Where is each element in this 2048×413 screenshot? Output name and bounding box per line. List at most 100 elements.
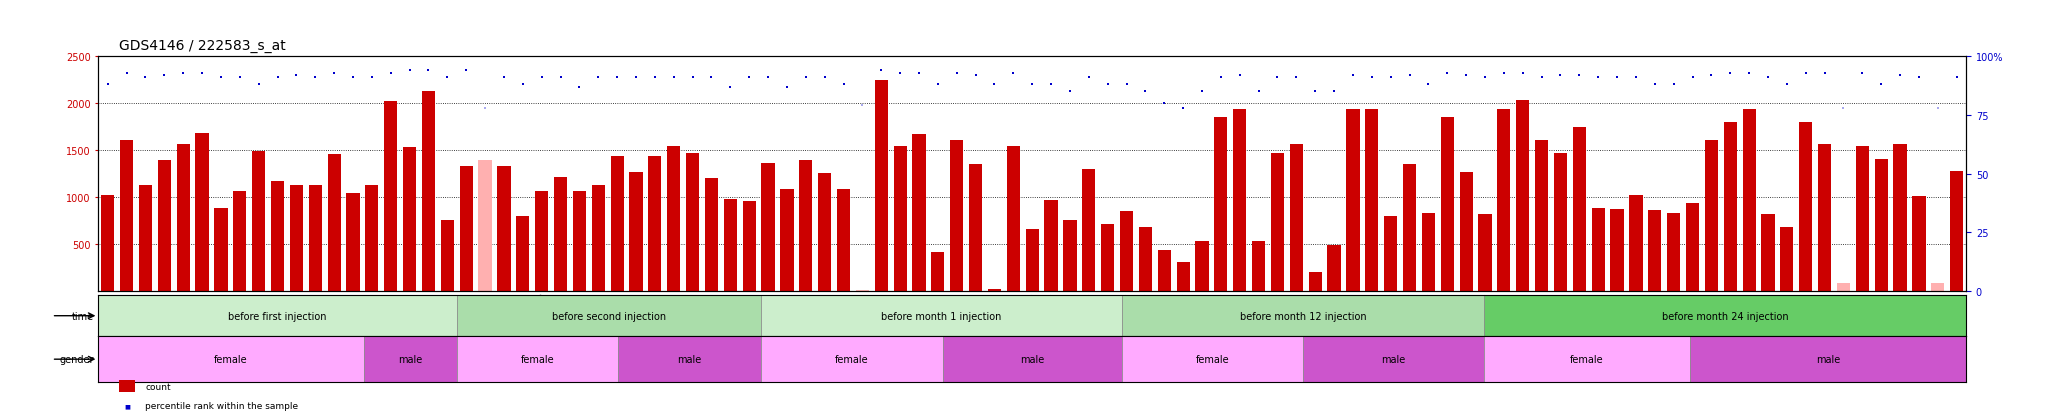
Bar	[457, 337, 618, 382]
Bar	[1485, 295, 1966, 337]
Bar	[1214, 118, 1227, 291]
Bar	[1630, 196, 1642, 291]
Bar	[1610, 210, 1624, 291]
Bar	[1704, 140, 1718, 291]
Bar	[270, 182, 285, 291]
Bar	[1686, 203, 1700, 291]
Bar	[1440, 118, 1454, 291]
Bar	[1874, 160, 1888, 291]
Text: gender: gender	[59, 354, 94, 364]
Bar	[346, 194, 360, 291]
Bar	[535, 192, 549, 291]
Bar	[1837, 284, 1849, 291]
Bar	[1384, 216, 1397, 291]
Bar	[440, 221, 455, 291]
Bar	[969, 165, 983, 291]
Bar	[158, 161, 170, 291]
Bar	[498, 166, 510, 291]
Bar	[365, 337, 457, 382]
Bar	[516, 216, 528, 291]
Bar	[799, 161, 813, 291]
Bar	[913, 135, 926, 291]
Bar	[1157, 250, 1171, 291]
Text: time: time	[72, 311, 94, 321]
Bar	[403, 148, 416, 291]
Bar	[1139, 228, 1151, 291]
Text: before month 24 injection: before month 24 injection	[1661, 311, 1788, 321]
Bar	[98, 295, 457, 337]
Text: male: male	[678, 354, 702, 364]
Bar	[762, 164, 774, 291]
Bar	[1761, 214, 1774, 291]
Bar	[723, 199, 737, 291]
Bar	[1421, 214, 1436, 291]
Bar	[252, 152, 266, 291]
Bar	[195, 134, 209, 291]
Bar	[592, 185, 604, 291]
Text: female: female	[836, 354, 868, 364]
Bar	[1008, 147, 1020, 291]
Text: ■: ■	[125, 404, 129, 408]
Bar	[176, 145, 190, 291]
Bar	[1044, 200, 1057, 291]
Bar	[1690, 337, 1966, 382]
Text: male: male	[397, 354, 422, 364]
Text: male: male	[1817, 354, 1839, 364]
Bar	[817, 173, 831, 291]
Bar	[1366, 109, 1378, 291]
Bar	[1346, 109, 1360, 291]
Bar	[1497, 109, 1511, 291]
Bar	[942, 337, 1122, 382]
Bar	[1516, 101, 1530, 291]
Bar	[291, 185, 303, 291]
Bar	[649, 156, 662, 291]
Bar	[1120, 211, 1133, 291]
Bar	[1272, 154, 1284, 291]
Bar	[893, 147, 907, 291]
Bar	[1724, 123, 1737, 291]
Bar	[610, 156, 625, 291]
Text: percentile rank within the sample: percentile rank within the sample	[145, 401, 299, 411]
Bar	[309, 185, 322, 291]
Bar	[98, 337, 365, 382]
Bar	[874, 81, 889, 291]
Bar	[1026, 229, 1038, 291]
Text: female: female	[215, 354, 248, 364]
Bar	[1913, 197, 1925, 291]
Text: female: female	[1196, 354, 1229, 364]
Text: female: female	[1571, 354, 1604, 364]
Bar	[1931, 284, 1944, 291]
Bar	[328, 154, 340, 291]
Bar	[385, 102, 397, 291]
Bar	[139, 185, 152, 291]
Bar	[1196, 242, 1208, 291]
Bar	[553, 178, 567, 291]
Bar	[762, 295, 1122, 337]
Bar	[629, 172, 643, 291]
Bar	[618, 337, 762, 382]
Bar	[686, 154, 698, 291]
Bar	[1122, 337, 1303, 382]
Text: before month 12 injection: before month 12 injection	[1239, 311, 1366, 321]
Bar	[1573, 127, 1585, 291]
Text: before first injection: before first injection	[229, 311, 328, 321]
Bar	[743, 201, 756, 291]
Bar	[1591, 209, 1606, 291]
Text: before month 1 injection: before month 1 injection	[881, 311, 1001, 321]
Bar	[1950, 171, 1964, 291]
Bar	[1176, 262, 1190, 291]
Bar	[780, 190, 793, 291]
Bar	[1743, 109, 1755, 291]
Bar	[1649, 211, 1661, 291]
Text: female: female	[520, 354, 555, 364]
Bar	[121, 140, 133, 291]
Bar	[705, 179, 719, 291]
Bar	[762, 337, 942, 382]
Bar	[1460, 172, 1473, 291]
Bar	[422, 92, 434, 291]
Bar	[365, 185, 379, 291]
Bar	[838, 190, 850, 291]
Bar	[932, 253, 944, 291]
Bar	[1485, 337, 1690, 382]
Bar	[987, 289, 1001, 291]
